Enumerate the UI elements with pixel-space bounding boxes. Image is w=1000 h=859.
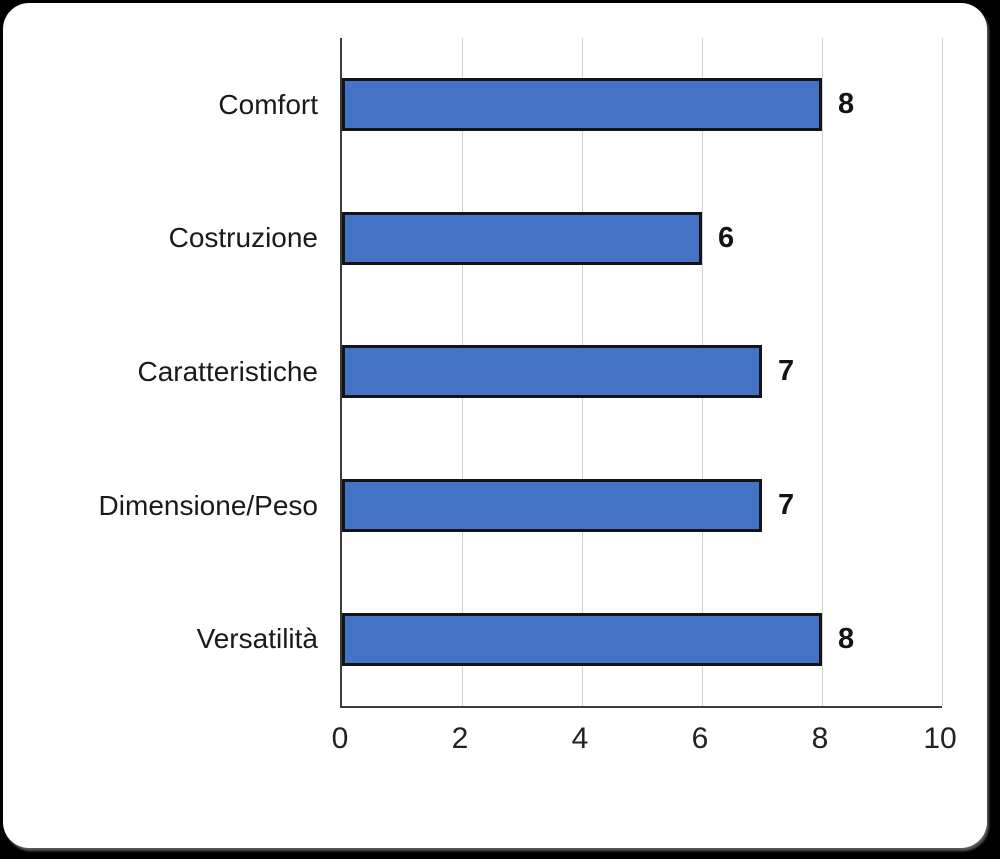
x-tick-label-10: 10 [923, 722, 957, 755]
x-tick-label-4: 4 [571, 722, 589, 755]
bar-row: 6 [342, 172, 942, 306]
category-axis: Comfort Costruzione Caratteristiche Dimensi… [0, 38, 318, 706]
data-label: 7 [778, 355, 795, 388]
category-label: Versatilità [196, 623, 318, 655]
bars-container: 8 6 7 7 8 [342, 38, 942, 706]
x-tick-label-0: 0 [331, 722, 349, 755]
x-axis-tick-labels: 0 2 4 6 8 10 [332, 722, 957, 764]
data-label: 7 [778, 489, 795, 522]
bar-caratteristiche [342, 345, 762, 399]
bar-comfort [342, 78, 822, 132]
bar-row: 8 [342, 572, 942, 706]
bar-row: 7 [342, 439, 942, 573]
bar-row: 7 [342, 305, 942, 439]
bar-dimensione-peso [342, 479, 762, 533]
plot-area: 8 6 7 7 8 [340, 38, 943, 708]
category-label: Caratteristiche [137, 355, 318, 387]
category-label: Dimensione/Peso [98, 489, 318, 521]
category-label: Costruzione [168, 222, 318, 254]
bar-versatilit- [342, 612, 822, 666]
x-tick-label-8: 8 [811, 722, 829, 755]
bar-costruzione [342, 211, 702, 265]
data-label: 6 [718, 221, 735, 254]
category-label: Comfort [218, 88, 318, 120]
x-tick-label-2: 2 [451, 722, 469, 755]
x-tick-label-6: 6 [691, 722, 709, 755]
data-label: 8 [838, 622, 855, 655]
bar-row: 8 [342, 38, 942, 172]
gridline-x-10 [941, 38, 943, 706]
gridline-x-8 [821, 38, 823, 706]
data-label: 8 [838, 88, 855, 121]
